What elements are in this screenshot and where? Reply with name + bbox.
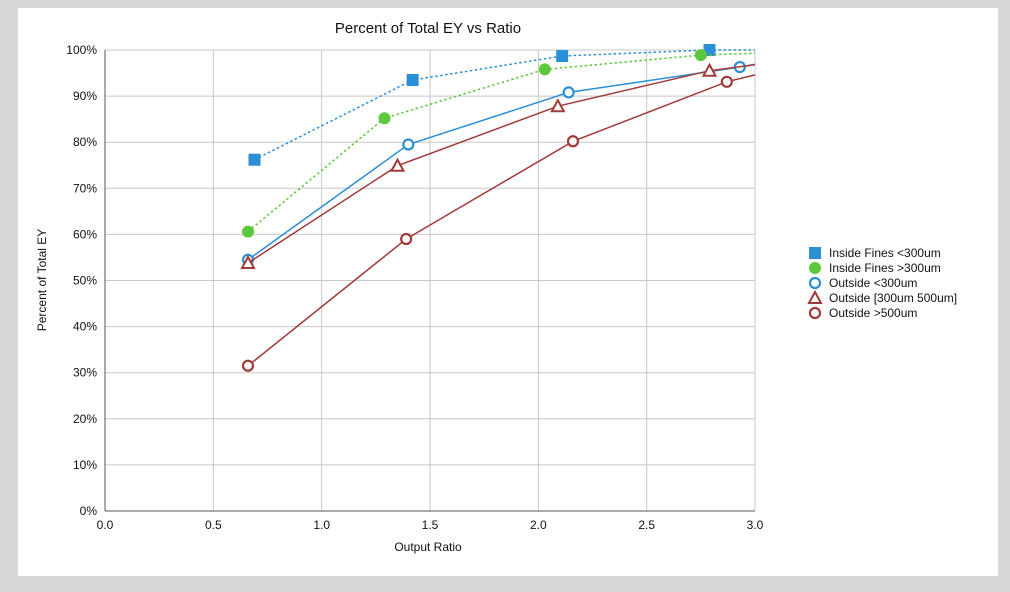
data-point (378, 112, 391, 125)
series-5 (241, 74, 756, 372)
x-tick-label: 1.5 (422, 518, 439, 532)
data-point (406, 73, 419, 86)
data-point (240, 254, 256, 269)
legend-label: Inside Fines <300um (829, 246, 941, 260)
legend-label: Inside Fines >300um (829, 261, 941, 275)
x-tick-label: 0.5 (205, 518, 222, 532)
data-point (566, 135, 580, 148)
axes: 0% 10% 20% 30% 40% 50% 60% 70% 80% 90% 100% 0.0 0.5 1… (66, 43, 763, 532)
legend-marker (809, 247, 821, 259)
series-layer (240, 44, 756, 372)
data-point (550, 98, 566, 113)
data-point (400, 232, 413, 246)
y-tick-label: 0% (80, 504, 98, 518)
series-line (254, 49, 755, 161)
x-tick-label: 2.0 (530, 518, 547, 532)
legend-label: Outside <300um (829, 276, 917, 290)
data-point (694, 49, 707, 62)
legend-item: Inside Fines >300um (809, 261, 941, 275)
data-point (556, 49, 569, 62)
legend-item: Outside >500um (808, 306, 917, 320)
legend-marker (809, 262, 821, 274)
legend-item: Outside [300um 500um] (807, 289, 957, 305)
x-tick-label: 1.0 (313, 518, 330, 532)
x-tick-label: 0.0 (97, 518, 114, 532)
y-tick-label: 20% (73, 412, 97, 426)
y-tick-label: 10% (73, 458, 97, 472)
data-point (389, 157, 406, 172)
legend-marker (808, 276, 822, 290)
data-point (242, 225, 254, 238)
data-point (538, 63, 551, 76)
data-point (701, 62, 718, 77)
y-tick-label: 100% (66, 43, 97, 57)
y-tick-label: 60% (73, 227, 97, 241)
y-tick-label: 80% (73, 135, 97, 149)
series-1 (248, 44, 755, 166)
y-tick-label: 70% (73, 181, 97, 195)
data-point (248, 153, 261, 166)
x-tick-label: 2.5 (638, 518, 655, 532)
x-tick-label: 3.0 (747, 518, 764, 532)
series-2 (242, 49, 756, 238)
data-point (703, 44, 716, 56)
y-tick-label: 40% (73, 320, 97, 334)
grid-lines (104, 49, 756, 512)
series-4 (240, 62, 756, 269)
legend-label: Outside >500um (829, 306, 917, 320)
y-tick-label: 90% (73, 89, 97, 103)
chart-title: Percent of Total EY vs Ratio (335, 20, 521, 37)
data-point (562, 86, 575, 99)
y-tick-label: 50% (73, 274, 97, 288)
data-point (241, 359, 255, 372)
legend-marker (807, 289, 823, 304)
data-point (402, 138, 415, 151)
y-tick-label: 30% (73, 366, 97, 380)
legend-marker (808, 306, 822, 320)
legend-item: Outside <300um (808, 276, 917, 290)
y-axis-label: Percent of Total EY (35, 229, 49, 332)
legend-label: Outside [300um 500um] (829, 291, 957, 305)
data-point (720, 75, 733, 88)
x-axis-label: Output Ratio (394, 540, 462, 554)
legend-item: Inside Fines <300um (809, 246, 941, 260)
